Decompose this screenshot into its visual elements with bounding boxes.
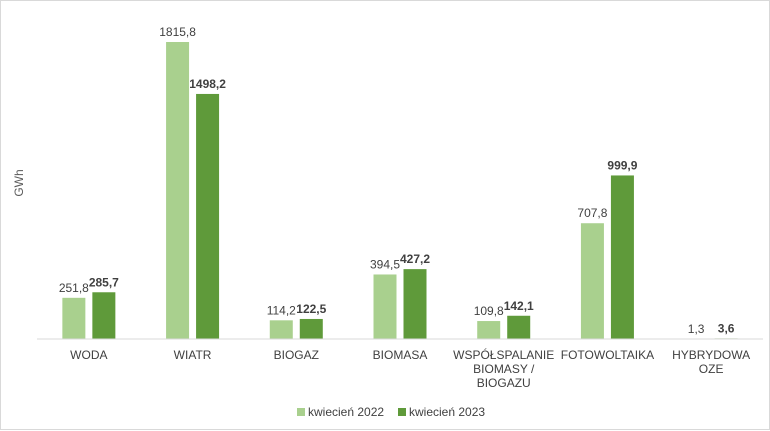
category-label-6-1: OZE [699,362,724,376]
value-label-2022-3: 394,5 [370,257,400,271]
category-label-6-0: HYBRYDOWA [672,348,750,362]
legend-label-2022: kwiecień 2022 [308,405,384,419]
value-label-2023-6: 3,6 [718,321,735,335]
y-axis-label: GWh [12,169,26,196]
category-label-3-0: BIOMASA [373,348,428,362]
value-label-2022-0: 251,8 [59,281,89,295]
legend-swatch-2022 [297,408,305,416]
value-label-2023-0: 285,7 [89,275,119,289]
bar-2022-5 [581,223,604,339]
bar-2023-2 [300,319,323,339]
bar-2022-4 [477,321,500,339]
category-label-2-0: BIOGAZ [274,348,319,362]
bar-2022-2 [270,320,293,339]
value-label-2022-4: 109,8 [474,304,504,318]
category-label-1-0: WIATR [174,348,212,362]
bar-2023-3 [404,269,427,339]
bar-2022-0 [62,298,85,339]
category-label-4-2: BIOGAZU [477,376,531,390]
value-label-2022-5: 707,8 [577,206,607,220]
legend-swatch-2023 [398,408,406,416]
bar-2023-5 [611,175,634,339]
legend: kwiecień 2022 kwiecień 2023 [297,405,485,419]
value-label-2023-2: 122,5 [296,302,326,316]
category-label-4-0: WSPÓŁSPALANIE [453,347,554,362]
category-label-0-0: WODA [70,348,107,362]
value-label-2022-1: 1815,8 [159,25,196,39]
bar-2023-0 [92,292,115,339]
value-label-2022-6: 1,3 [688,322,705,336]
bar-2023-4 [507,316,530,339]
bar-2022-1 [166,42,189,339]
value-label-2023-4: 142,1 [504,299,534,313]
category-labels-group: WODA WIATR BIOGAZ BIOMASA WSPÓŁSPALANIEBIOMA… [70,347,750,390]
category-label-5-0: FOTOWOLTAIKA [561,348,654,362]
bar-2023-1 [196,94,219,339]
value-label-2023-1: 1498,2 [189,77,226,91]
category-label-4-1: BIOMASY / [473,362,535,376]
value-label-2023-3: 427,2 [400,252,430,266]
value-label-2022-2: 114,2 [267,303,296,317]
bars-group [62,42,737,339]
bar-2022-3 [374,274,397,339]
value-label-2023-5: 999,9 [607,158,637,172]
legend-label-2023: kwiecień 2023 [409,405,485,419]
